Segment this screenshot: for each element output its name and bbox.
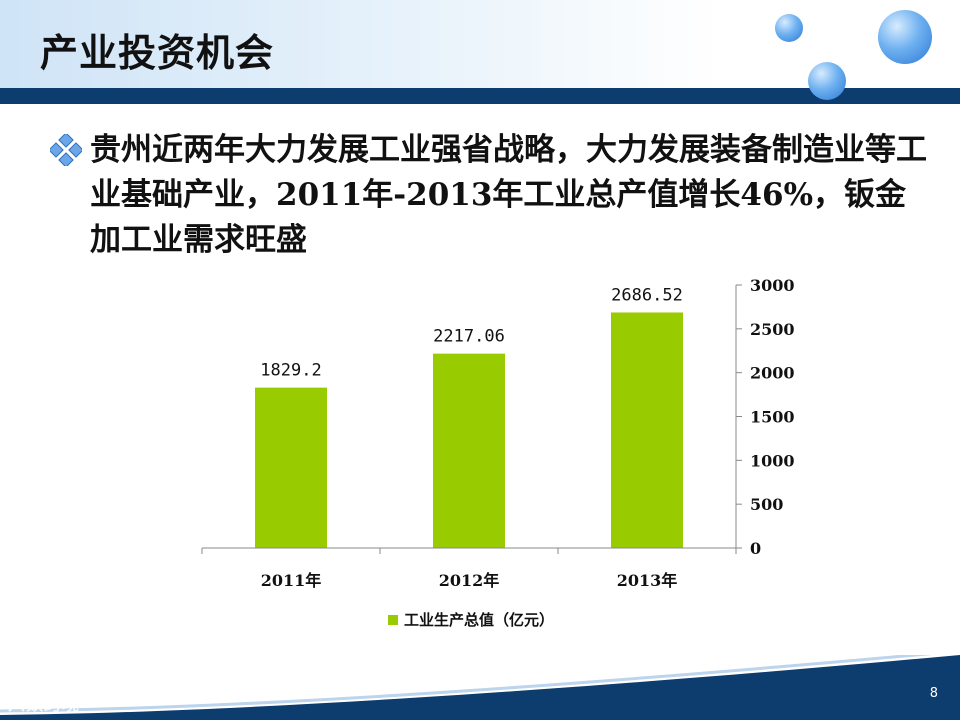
bar-2012年 (433, 353, 505, 548)
y-tick-label: 1000 (750, 451, 795, 470)
slide-title: 产业投资机会 (40, 30, 275, 75)
y-tick-label: 2500 (750, 320, 795, 339)
x-tick-label: 2013年 (617, 571, 678, 590)
bar-chart: 1829.2 2217.06 2686.52 0 500 1000 1500 2000 250… (201, 276, 795, 629)
y-tick-label: 3000 (750, 276, 795, 295)
y-tick-label: 500 (750, 495, 783, 514)
bar-2013年 (611, 312, 683, 548)
y-tick-label: 0 (750, 539, 761, 558)
header-band (0, 0, 960, 88)
header-bar (0, 88, 960, 104)
bar-data-label: 2217.06 (433, 327, 505, 347)
bubble-medium-icon (808, 62, 846, 100)
bubble-small-icon (775, 14, 803, 42)
bullet-text: 贵州近两年大力发展工业强省战略，大力发展装备制造业等工业基础产业，2011年-2… (90, 132, 927, 258)
bar-2011年 (255, 387, 327, 548)
legend-label: 工业生产总值（亿元） (404, 611, 554, 629)
x-tick-label: 2012年 (439, 571, 500, 590)
legend-swatch (388, 615, 398, 625)
bar-data-label: 2686.52 (611, 285, 683, 305)
y-tick-label: 2000 (750, 364, 795, 383)
footer-wave (0, 655, 960, 720)
diamond-bullet-icon (50, 134, 82, 166)
watermark-logo: 六数跨境 (8, 695, 80, 715)
bubble-large-icon (878, 10, 932, 64)
bar-data-label: 1829.2 (260, 361, 321, 381)
page-number: 8 (929, 686, 938, 701)
x-tick-label: 2011年 (261, 571, 322, 590)
y-tick-label: 1500 (750, 408, 795, 427)
